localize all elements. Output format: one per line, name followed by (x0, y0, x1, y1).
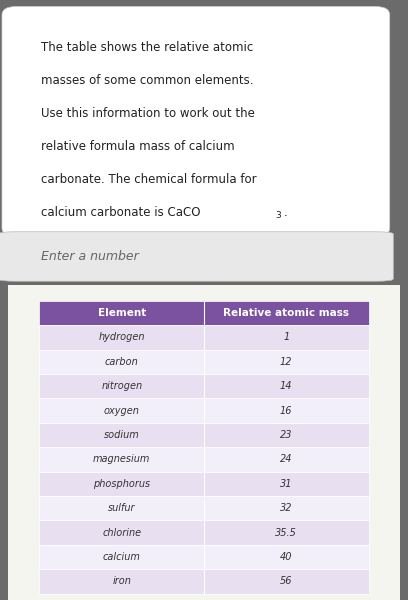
Bar (40, 545, 368, 569)
Text: 56: 56 (280, 577, 293, 586)
Text: oxygen: oxygen (104, 406, 140, 416)
Bar (40, 423, 368, 447)
Text: carbonate. The chemical formula for: carbonate. The chemical formula for (42, 173, 257, 185)
Bar (40, 447, 368, 472)
Text: Relative atomic mass: Relative atomic mass (223, 308, 349, 318)
Text: 14: 14 (280, 381, 293, 391)
Text: 32: 32 (280, 503, 293, 513)
Text: calcium carbonate is CaCO: calcium carbonate is CaCO (42, 206, 201, 218)
Text: 40: 40 (280, 552, 293, 562)
Text: 3: 3 (275, 211, 281, 220)
Text: relative formula mass of calcium: relative formula mass of calcium (42, 140, 235, 152)
Text: 16: 16 (280, 406, 293, 416)
Text: .: . (284, 206, 288, 218)
Text: Use this information to work out the: Use this information to work out the (42, 107, 255, 119)
FancyBboxPatch shape (8, 285, 400, 600)
Text: 31: 31 (280, 479, 293, 489)
Text: magnesium: magnesium (93, 454, 151, 464)
Bar (40, 301, 368, 325)
Text: nitrogen: nitrogen (101, 381, 142, 391)
Bar (40, 325, 368, 350)
Text: masses of some common elements.: masses of some common elements. (42, 74, 254, 86)
Text: iron: iron (112, 577, 131, 586)
Text: sulfur: sulfur (108, 503, 135, 513)
Bar (40, 520, 368, 545)
FancyBboxPatch shape (0, 232, 393, 281)
Bar (40, 374, 368, 398)
Text: The table shows the relative atomic: The table shows the relative atomic (42, 41, 254, 53)
Text: 1: 1 (283, 332, 289, 343)
Text: phosphorus: phosphorus (93, 479, 150, 489)
Text: 35.5: 35.5 (275, 527, 297, 538)
Text: Element: Element (98, 308, 146, 318)
Bar (40, 569, 368, 593)
Text: carbon: carbon (105, 357, 139, 367)
Text: Enter a number: Enter a number (42, 250, 139, 263)
Text: chlorine: chlorine (102, 527, 141, 538)
Text: sodium: sodium (104, 430, 140, 440)
Text: 23: 23 (280, 430, 293, 440)
Bar (40, 472, 368, 496)
Text: hydrogen: hydrogen (98, 332, 145, 343)
FancyBboxPatch shape (2, 7, 390, 236)
Text: 12: 12 (280, 357, 293, 367)
Text: calcium: calcium (103, 552, 141, 562)
Bar (40, 350, 368, 374)
Text: 24: 24 (280, 454, 293, 464)
Bar (40, 496, 368, 520)
Bar (40, 398, 368, 423)
